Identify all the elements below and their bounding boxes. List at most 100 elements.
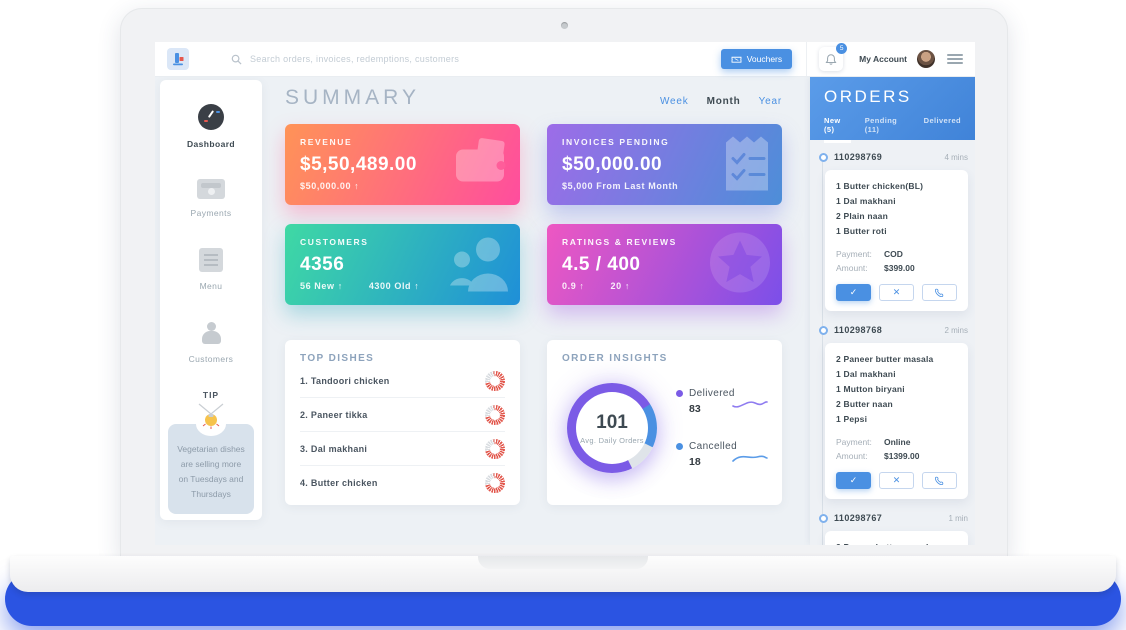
search-icon <box>231 54 242 65</box>
delivered-sparkline <box>732 401 768 408</box>
invoice-icon <box>720 132 772 197</box>
order-id: 110298767 <box>834 513 883 523</box>
order-card[interactable]: 2 Paneer butter masala 1 Dal makhani <box>825 531 968 545</box>
tab-delivered[interactable]: Delivered <box>923 116 961 125</box>
legend-cancelled: Cancelled 18 <box>676 441 768 468</box>
dish-row: 2. Paneer tikka <box>300 398 505 432</box>
revenue-card[interactable]: REVENUE $5,50,489.00 $50,000.00 ↑ <box>285 124 520 205</box>
app-screen: Vouchers 5 My Account Dashboard <box>155 42 975 545</box>
cancelled-sparkline <box>732 455 768 462</box>
hamburger-menu-icon[interactable] <box>947 54 963 64</box>
bell-icon <box>825 53 837 65</box>
ratings-reviews-card[interactable]: RATINGS & REVIEWS 4.5 / 400 0.9 ↑ 20 ↑ <box>547 224 782 305</box>
customers-icon <box>199 321 223 345</box>
tip-section: TIP Vegetarian dishes are selling more o… <box>160 390 262 526</box>
tip-text: Vegetarian dishes are selling more on Tu… <box>177 444 245 499</box>
top-dishes-panel: TOP DISHES 1. Tandoori chicken 2. Paneer… <box>285 340 520 505</box>
orders-header: ORDERS New (5) Pending (11) Delivered <box>810 76 975 143</box>
menu-icon <box>199 248 223 272</box>
orders-panel: ORDERS New (5) Pending (11) Delivered 11… <box>810 76 975 545</box>
tab-pending[interactable]: Pending (11) <box>864 116 898 134</box>
legend-delivered: Delivered 83 <box>676 388 768 415</box>
phone-icon <box>935 288 944 297</box>
app-logo[interactable] <box>167 48 189 70</box>
dish-row: 4. Butter chicken <box>300 466 505 500</box>
order-insights-panel: ORDER INSIGHTS 101 Avg. Daily Orders <box>547 340 782 505</box>
dish-row: 1. Tandoori chicken <box>300 364 505 398</box>
user-avatar[interactable] <box>917 50 935 68</box>
delivered-dot <box>676 390 683 397</box>
phone-icon <box>935 476 944 485</box>
reject-order-button[interactable]: ✕ <box>879 284 914 301</box>
chart-legend: Delivered 83 Cancelled <box>676 388 768 468</box>
orders-tabs: New (5) Pending (11) Delivered <box>824 116 961 143</box>
logo-chart-icon <box>173 53 184 66</box>
star-icon <box>708 230 772 299</box>
order-header: 110298767 1 min <box>818 513 968 523</box>
order-id: 110298768 <box>834 325 883 335</box>
summary-cards: REVENUE $5,50,489.00 $50,000.00 ↑ INVOIC… <box>285 124 782 305</box>
order-status-icon <box>819 513 828 523</box>
voucher-ticket-icon <box>731 56 742 63</box>
vouchers-label: Vouchers <box>746 54 783 64</box>
sidebar-item-customers[interactable]: Customers <box>160 317 262 376</box>
topbar-divider <box>806 42 808 76</box>
dish-progress-spinner <box>485 438 505 459</box>
sidebar-item-dashboard[interactable]: Dashboard <box>160 100 262 161</box>
dish-progress-spinner <box>485 404 505 425</box>
accept-order-button[interactable]: ✓ <box>836 472 871 489</box>
order-time: 1 min <box>948 513 968 523</box>
topbar: Vouchers 5 My Account <box>155 42 975 76</box>
laptop-base <box>10 556 1116 592</box>
laptop-base-notch <box>478 556 648 569</box>
order-amount: $1399.00 <box>884 451 920 461</box>
order-card[interactable]: 1 Butter chicken(BL) 1 Dal makhani 2 Pla… <box>825 170 968 311</box>
sidebar-item-menu[interactable]: Menu <box>160 244 262 303</box>
top-dishes-title: TOP DISHES <box>300 353 375 364</box>
period-tabs: Week Month Year <box>660 96 782 107</box>
customers-card[interactable]: CUSTOMERS 4356 56 New ↑ 4300 Old ↑ <box>285 224 520 305</box>
tip-card: Vegetarian dishes are selling more on Tu… <box>168 412 254 514</box>
sidebar-item-payments[interactable]: Payments <box>160 175 262 230</box>
notification-badge: 5 <box>836 43 848 54</box>
lightbulb-icon <box>191 402 231 436</box>
donut-chart: 101 Avg. Daily Orders <box>562 378 662 478</box>
tip-heading: TIP <box>202 390 220 400</box>
lower-panels: TOP DISHES 1. Tandoori chicken 2. Paneer… <box>285 340 782 505</box>
order-status-icon <box>819 152 828 162</box>
call-customer-button[interactable] <box>922 472 957 489</box>
order-time: 4 mins <box>944 152 968 162</box>
tab-week[interactable]: Week <box>660 96 689 107</box>
order-time: 2 mins <box>944 325 968 335</box>
people-icon <box>450 233 510 296</box>
call-customer-button[interactable] <box>922 284 957 301</box>
dish-row: 3. Dal makhani <box>300 432 505 466</box>
tab-new[interactable]: New (5) <box>824 116 851 143</box>
reject-order-button[interactable]: ✕ <box>879 472 914 489</box>
sidebar: Dashboard Payments Menu Customers TIP <box>160 80 262 520</box>
search-input[interactable] <box>250 54 480 64</box>
orders-list: 110298769 4 mins 1 Butter chicken(BL) 1 … <box>810 140 975 545</box>
vouchers-button[interactable]: Vouchers <box>720 49 793 69</box>
payments-icon <box>197 179 225 199</box>
order-header: 110298769 4 mins <box>818 152 968 162</box>
invoices-pending-card[interactable]: INVOICES PENDING $50,000.00 $5,000 From … <box>547 124 782 205</box>
my-account-button[interactable]: My Account <box>859 54 907 64</box>
cancelled-dot <box>676 443 683 450</box>
search-bar[interactable] <box>231 54 480 65</box>
order-header: 110298768 2 mins <box>818 325 968 335</box>
order-status-icon <box>819 325 828 335</box>
order-card[interactable]: 2 Paneer butter masala 1 Dal makhani 1 M… <box>825 343 968 499</box>
dish-progress-spinner <box>485 370 505 391</box>
payment-method: Online <box>884 437 911 447</box>
tab-month[interactable]: Month <box>706 96 741 107</box>
donut-center: 101 Avg. Daily Orders <box>576 392 648 464</box>
tab-year[interactable]: Year <box>758 96 782 107</box>
wallet-icon <box>452 137 510 192</box>
payment-method: COD <box>884 249 903 259</box>
notifications-button[interactable]: 5 <box>819 43 848 71</box>
orders-title: ORDERS <box>824 87 912 106</box>
accept-order-button[interactable]: ✓ <box>836 284 871 301</box>
order-insights-title: ORDER INSIGHTS <box>562 353 668 364</box>
